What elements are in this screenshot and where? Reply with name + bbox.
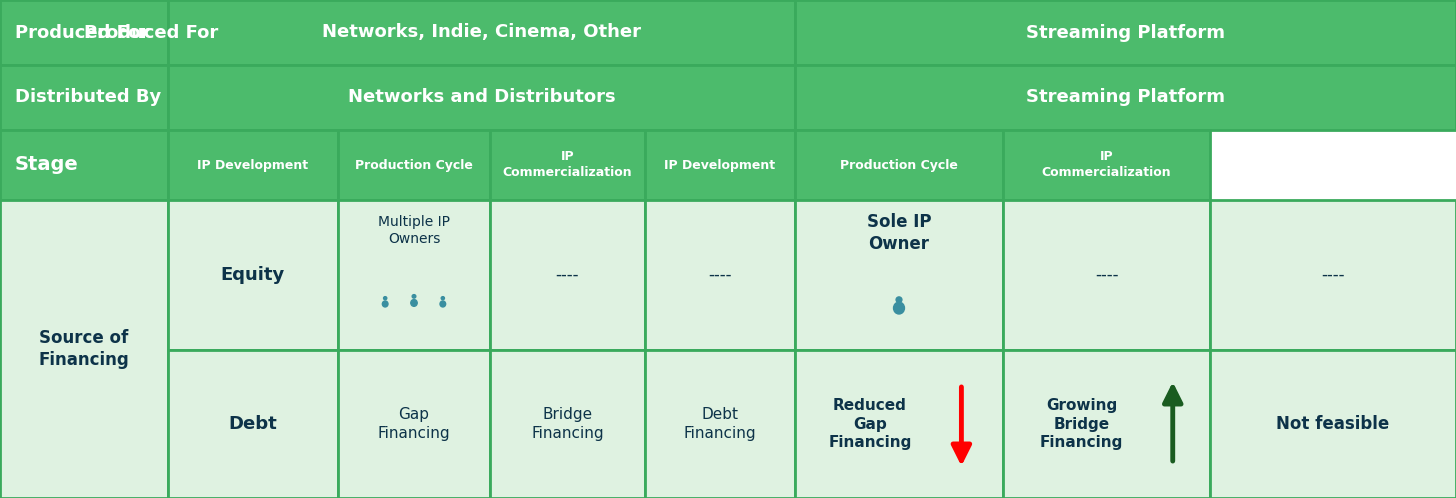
Bar [645, 130, 795, 200]
Bar [167, 350, 338, 498]
Ellipse shape [383, 297, 387, 300]
Bar [645, 200, 795, 350]
Ellipse shape [383, 301, 387, 307]
Bar [491, 130, 645, 200]
Text: Equity: Equity [221, 266, 285, 284]
Bar [795, 200, 1003, 350]
Text: ----: ---- [1095, 266, 1118, 284]
Text: Bridge
Financing: Bridge Financing [531, 407, 604, 441]
Text: Debt
Financing: Debt Financing [684, 407, 756, 441]
Text: Produced For: Produced For [15, 23, 149, 41]
Ellipse shape [894, 302, 904, 314]
Bar [1003, 350, 1210, 498]
Bar [795, 65, 1456, 130]
Text: Stage: Stage [15, 155, 79, 174]
Bar [645, 350, 795, 498]
Bar [0, 0, 167, 65]
Bar [338, 350, 491, 498]
Text: IP Development: IP Development [198, 158, 309, 171]
Bar [167, 65, 795, 130]
Text: Distributed By: Distributed By [15, 89, 160, 107]
Text: Produced For: Produced For [84, 23, 218, 41]
Bar [795, 130, 1003, 200]
Text: Source of
Financing: Source of Financing [39, 329, 130, 369]
Text: Growing
Bridge
Financing: Growing Bridge Financing [1040, 398, 1124, 450]
Bar [0, 65, 167, 130]
Text: ----: ---- [708, 266, 732, 284]
Bar [1210, 200, 1456, 350]
Bar [167, 200, 338, 350]
Bar [1210, 350, 1456, 498]
Text: Sole IP
Owner: Sole IP Owner [866, 213, 932, 253]
Ellipse shape [441, 297, 444, 300]
Text: Gap
Financing: Gap Financing [377, 407, 450, 441]
Bar [1003, 200, 1210, 350]
Text: Multiple IP
Owners: Multiple IP Owners [379, 215, 450, 246]
Bar [338, 130, 491, 200]
Bar [0, 130, 167, 200]
Bar [167, 0, 795, 65]
Text: Debt: Debt [229, 415, 278, 433]
Text: Not feasible: Not feasible [1277, 415, 1389, 433]
Text: Networks, Indie, Cinema, Other: Networks, Indie, Cinema, Other [322, 23, 641, 41]
Ellipse shape [412, 295, 416, 298]
Bar [338, 200, 491, 350]
Ellipse shape [895, 297, 901, 302]
Bar [795, 0, 1456, 65]
Text: IP
Commercialization: IP Commercialization [502, 150, 632, 179]
Bar [491, 200, 645, 350]
Text: Production Cycle: Production Cycle [840, 158, 958, 171]
Bar [0, 200, 167, 498]
Text: IP Development: IP Development [664, 158, 776, 171]
Text: Streaming Platform: Streaming Platform [1026, 89, 1224, 107]
Text: ----: ---- [1321, 266, 1345, 284]
Bar [167, 130, 338, 200]
Text: Reduced
Gap
Financing: Reduced Gap Financing [828, 398, 911, 450]
Bar [1003, 130, 1210, 200]
Text: IP
Commercialization: IP Commercialization [1041, 150, 1171, 179]
Text: ----: ---- [556, 266, 579, 284]
Text: Streaming Platform: Streaming Platform [1026, 23, 1224, 41]
Text: Networks and Distributors: Networks and Distributors [348, 89, 616, 107]
Bar [491, 350, 645, 498]
Ellipse shape [411, 299, 418, 306]
Ellipse shape [440, 301, 446, 307]
Bar [795, 350, 1003, 498]
Text: Production Cycle: Production Cycle [355, 158, 473, 171]
